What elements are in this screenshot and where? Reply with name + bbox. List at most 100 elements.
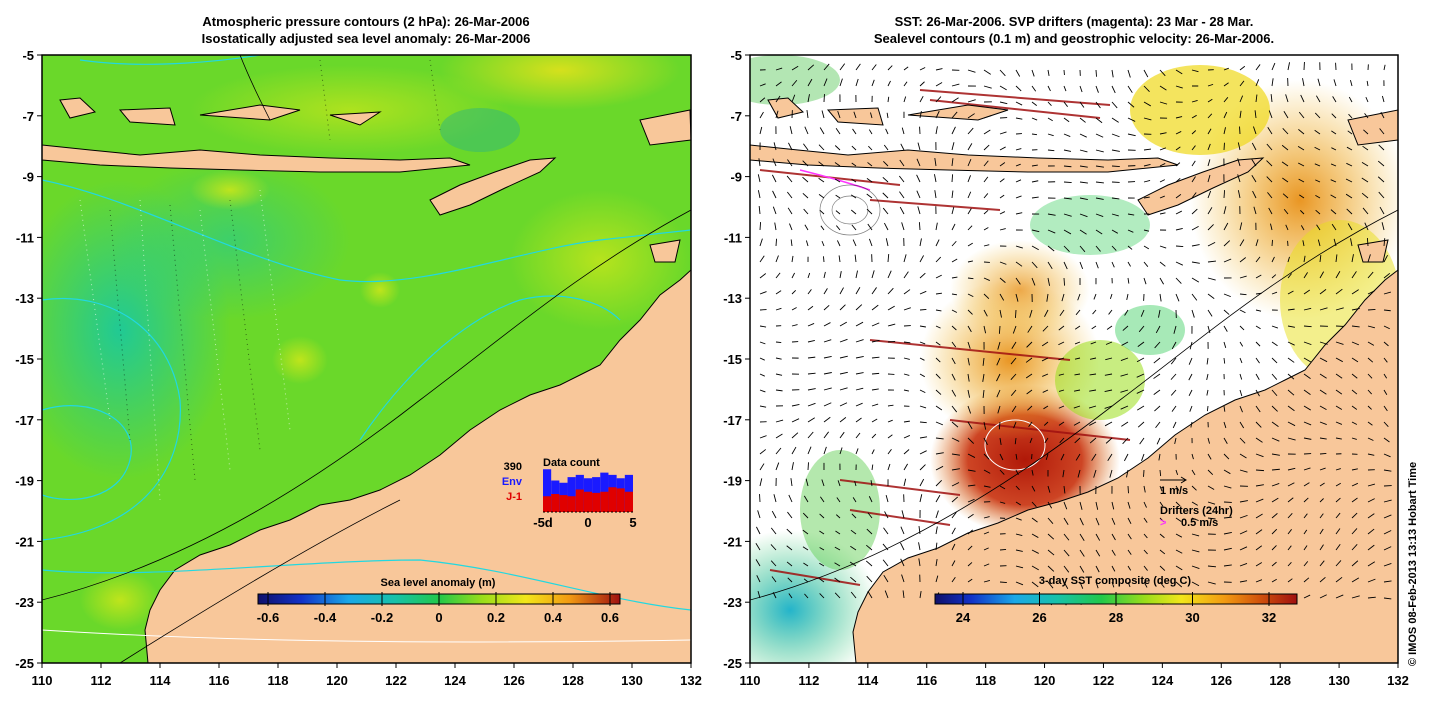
- velocity-vector: [1287, 325, 1295, 328]
- velocity-vector: [757, 174, 761, 183]
- velocity-vector: [919, 95, 924, 103]
- x-tick-label: 130: [621, 673, 643, 688]
- velocity-vector: [835, 127, 841, 135]
- velocity-vector: [1111, 69, 1114, 78]
- velocity-vector: [1027, 325, 1033, 333]
- velocity-vector: [773, 494, 777, 503]
- velocity-vector: [1266, 176, 1273, 183]
- velocity-vector: [839, 431, 845, 439]
- velocity-vector: [1175, 469, 1179, 476]
- velocity-vector: [1282, 177, 1289, 183]
- velocity-vector: [1351, 544, 1358, 551]
- velocity-vector: [1175, 85, 1183, 89]
- velocity-vector: [967, 357, 970, 366]
- velocity-vector: [951, 496, 959, 503]
- velocity-vector: [1303, 421, 1312, 426]
- velocity-vector: [807, 64, 815, 71]
- velocity-vector: [967, 69, 976, 73]
- velocity-vector: [1175, 565, 1183, 571]
- j1-count-bar: [583, 491, 593, 512]
- velocity-vector: [803, 208, 809, 215]
- velocity-vector: [1367, 528, 1375, 535]
- velocity-vector: [855, 448, 859, 455]
- velocity-vector: [1271, 513, 1278, 519]
- velocity-vector: [1175, 162, 1181, 167]
- velocity-vector: [772, 158, 777, 167]
- velocity-vector: [1063, 197, 1072, 200]
- velocity-vector: [1063, 261, 1068, 270]
- velocity-vector: [1079, 229, 1087, 235]
- velocity-vector: [1127, 245, 1133, 250]
- velocity-vector: [1063, 565, 1070, 573]
- velocity-vector: [1314, 163, 1321, 167]
- velocity-vector: [1303, 529, 1308, 535]
- velocity-vector: [1174, 437, 1177, 445]
- velocity-vector: [1383, 341, 1389, 347]
- velocity-vector: [1127, 133, 1136, 137]
- velocity-vector: [1143, 148, 1152, 151]
- velocity-vector: [757, 590, 761, 599]
- velocity-vector: [807, 305, 814, 311]
- velocity-vector: [807, 289, 812, 295]
- velocity-vector: [757, 510, 761, 519]
- velocity-vector: [1047, 101, 1052, 106]
- velocity-vector: [1127, 101, 1135, 108]
- x-tick-label: 116: [916, 673, 937, 688]
- velocity-vector: [1287, 62, 1291, 71]
- velocity-vector: [1255, 437, 1263, 443]
- sst-colorbar-label: 3-day SST composite (deg C): [1039, 575, 1192, 587]
- velocity-vector: [791, 432, 799, 439]
- velocity-vector: [821, 110, 825, 119]
- y-tick-label: -15: [723, 352, 742, 367]
- velocity-vector: [791, 307, 797, 311]
- velocity-vector: [1159, 277, 1164, 285]
- x-tick-label: 112: [798, 673, 819, 688]
- velocity-vector: [791, 255, 794, 263]
- left-title-line2: Isostatically adjusted sea level anomaly…: [202, 31, 531, 46]
- x-tick-label: 114: [150, 673, 172, 688]
- velocity-vector: [935, 126, 938, 135]
- velocity-vector: [1095, 261, 1099, 269]
- velocity-vector: [1266, 160, 1273, 167]
- velocity-vector: [1155, 421, 1161, 428]
- velocity-vector: [1239, 405, 1243, 413]
- velocity-vector: [1363, 129, 1369, 135]
- velocity-vector: [1255, 484, 1264, 487]
- velocity-vector: [967, 529, 973, 535]
- velocity-vector: [759, 325, 767, 328]
- velocity-vector: [1059, 437, 1065, 444]
- velocity-vector: [1042, 325, 1049, 332]
- velocity-vector: [1047, 133, 1054, 137]
- velocity-vector: [1159, 85, 1167, 91]
- velocity-vector: [1223, 309, 1230, 315]
- velocity-vector: [882, 559, 889, 567]
- velocity-vector: [866, 544, 873, 551]
- velocity-vector: [855, 387, 864, 391]
- velocity-vector: [1255, 309, 1262, 312]
- velocity-vector: [1361, 192, 1369, 199]
- velocity-vector: [1077, 469, 1081, 478]
- velocity-vector: [1346, 162, 1353, 167]
- velocity-vector: [887, 253, 890, 263]
- velocity-vector: [1013, 421, 1017, 429]
- velocity-vector: [967, 260, 974, 263]
- velocity-vector: [1089, 421, 1097, 426]
- velocity-vector: [1104, 405, 1113, 409]
- velocity-vector: [1223, 516, 1232, 519]
- x-tick-label: 124: [444, 673, 466, 688]
- j1-count-bar: [616, 488, 625, 512]
- velocity-vector: [1139, 437, 1145, 445]
- velocity-vector: [1207, 277, 1216, 281]
- velocity-vector: [1175, 293, 1180, 302]
- velocity-vector: [951, 527, 956, 535]
- velocity-vector: [850, 209, 857, 215]
- velocity-vector: [1092, 309, 1097, 315]
- velocity-vector: [935, 68, 943, 71]
- velocity-vector: [804, 593, 809, 599]
- velocity-vector: [885, 238, 889, 247]
- velocity-vector: [1303, 594, 1311, 599]
- velocity-vector: [951, 421, 959, 428]
- velocity-vector: [855, 417, 862, 423]
- drifters-scale: 0.5 m/s: [1181, 517, 1218, 529]
- velocity-vector: [855, 304, 863, 311]
